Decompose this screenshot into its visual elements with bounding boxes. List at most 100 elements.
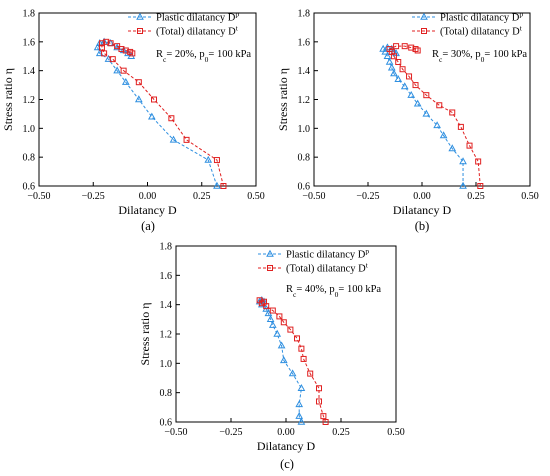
- legend-marker: [266, 249, 274, 257]
- chart-panel-2: −0.50 −0.25 0.00 0.25 0.50 0.6 0.8 1.0 1.2 1.4 1.6…: [138, 242, 405, 472]
- legend-label: Plastic dilatancy Dp​: [440, 9, 523, 24]
- y-tick-label: 1.8: [298, 9, 311, 20]
- data-point: [477, 183, 484, 189]
- data-point: [129, 50, 136, 57]
- y-tick-label: 0.8: [160, 388, 173, 399]
- legend-marker: [136, 12, 144, 20]
- y-tick-label: 1.8: [23, 9, 36, 20]
- data-point: [287, 326, 294, 333]
- data-point: [436, 102, 443, 109]
- data-point: [316, 385, 322, 392]
- series-0: [255, 296, 306, 425]
- condition-annotation: Rc​= 20%, p0​= 100 kPa: [156, 49, 251, 64]
- data-point: [316, 398, 322, 405]
- condition-annotation: Rc​= 40%, p0​= 100 kPa: [286, 284, 381, 299]
- y-tick-label: 1.2: [23, 95, 36, 106]
- y-tick-label: 1.2: [160, 330, 173, 341]
- y-tick-label: 1.6: [23, 37, 36, 48]
- data-point: [399, 66, 406, 73]
- data-point: [113, 66, 121, 74]
- data-point: [183, 136, 190, 143]
- data-point: [457, 123, 464, 130]
- panel-caption: (b): [415, 219, 430, 233]
- data-point: [400, 82, 409, 90]
- data-point: [459, 157, 467, 165]
- series-0: [379, 43, 467, 189]
- series-0: [93, 37, 221, 189]
- y-tick-label: 1.0: [298, 124, 311, 135]
- data-point: [414, 47, 421, 54]
- data-point: [168, 115, 175, 122]
- legend-label: (Total) dilatancy Dt​: [156, 23, 239, 38]
- data-point: [213, 157, 220, 164]
- data-point: [413, 99, 422, 107]
- x-tick-label: −0.25: [219, 427, 242, 438]
- legend-label: Plastic dilatancy Dp​: [286, 246, 369, 261]
- data-point: [288, 369, 297, 377]
- data-point: [120, 67, 127, 74]
- x-tick-label: 0.50: [521, 191, 539, 202]
- y-tick-label: 1.6: [160, 271, 173, 282]
- x-tick-label: −0.50: [302, 191, 325, 202]
- data-point: [147, 112, 156, 120]
- y-axis-label: Stress ratio η: [138, 303, 152, 366]
- y-tick-label: 1.0: [23, 124, 36, 135]
- legend-label: (Total) dilatancy Dt​: [440, 23, 523, 38]
- data-point: [277, 341, 286, 349]
- x-tick-label: −0.50: [164, 427, 187, 438]
- data-point: [134, 95, 143, 103]
- data-point: [459, 181, 467, 189]
- x-tick-label: −0.50: [27, 191, 50, 202]
- data-point: [122, 47, 129, 54]
- data-point: [320, 413, 327, 420]
- x-tick-label: 0.25: [467, 191, 485, 202]
- legend-marker: [137, 28, 143, 34]
- data-point: [423, 92, 430, 99]
- data-point: [466, 142, 473, 149]
- data-point: [390, 69, 398, 77]
- data-point: [294, 335, 300, 342]
- series-line: [388, 45, 481, 187]
- data-point: [322, 419, 329, 425]
- data-point: [401, 43, 408, 50]
- data-point: [280, 319, 287, 326]
- series-1: [386, 43, 484, 189]
- condition-annotation: Rc​= 30%, p0​= 100 kPa: [432, 49, 527, 64]
- legend: Plastic dilatancy Dp​(Total) dilatancy D…: [258, 246, 369, 275]
- data-point: [295, 400, 304, 408]
- x-tick-label: 0.00: [277, 427, 295, 438]
- data-point: [204, 155, 213, 163]
- y-tick-label: 1.4: [23, 66, 36, 77]
- data-point: [475, 158, 482, 165]
- data-point: [151, 96, 158, 103]
- x-tick-label: 0.50: [247, 191, 265, 202]
- legend-label: (Total) dilatancy Dt​: [286, 260, 369, 275]
- data-point: [439, 131, 448, 139]
- data-point: [268, 320, 277, 328]
- series-1: [256, 297, 329, 425]
- x-axis-label: Dilatancy D: [118, 203, 177, 217]
- x-tick-label: 0.25: [332, 427, 350, 438]
- data-point: [213, 181, 221, 189]
- data-point: [385, 57, 394, 65]
- data-point: [300, 355, 307, 362]
- y-tick-label: 1.6: [298, 37, 311, 48]
- y-tick-label: 0.6: [298, 182, 311, 193]
- legend: Plastic dilatancy Dp​(Total) dilatancy D…: [128, 9, 239, 38]
- x-tick-label: −0.25: [356, 191, 379, 202]
- y-tick-label: 1.0: [160, 359, 173, 370]
- data-point: [279, 356, 288, 364]
- y-tick-label: 1.4: [298, 66, 311, 77]
- y-tick-label: 1.2: [298, 95, 311, 106]
- y-tick-label: 0.6: [23, 182, 36, 193]
- data-point: [298, 345, 305, 352]
- data-point: [169, 135, 178, 143]
- y-tick-label: 0.6: [160, 418, 173, 429]
- x-tick-label: 0.50: [387, 427, 405, 438]
- legend-marker: [420, 12, 428, 20]
- data-point: [395, 59, 402, 66]
- data-point: [295, 411, 304, 419]
- x-tick-label: −0.25: [82, 191, 105, 202]
- data-point: [297, 417, 306, 425]
